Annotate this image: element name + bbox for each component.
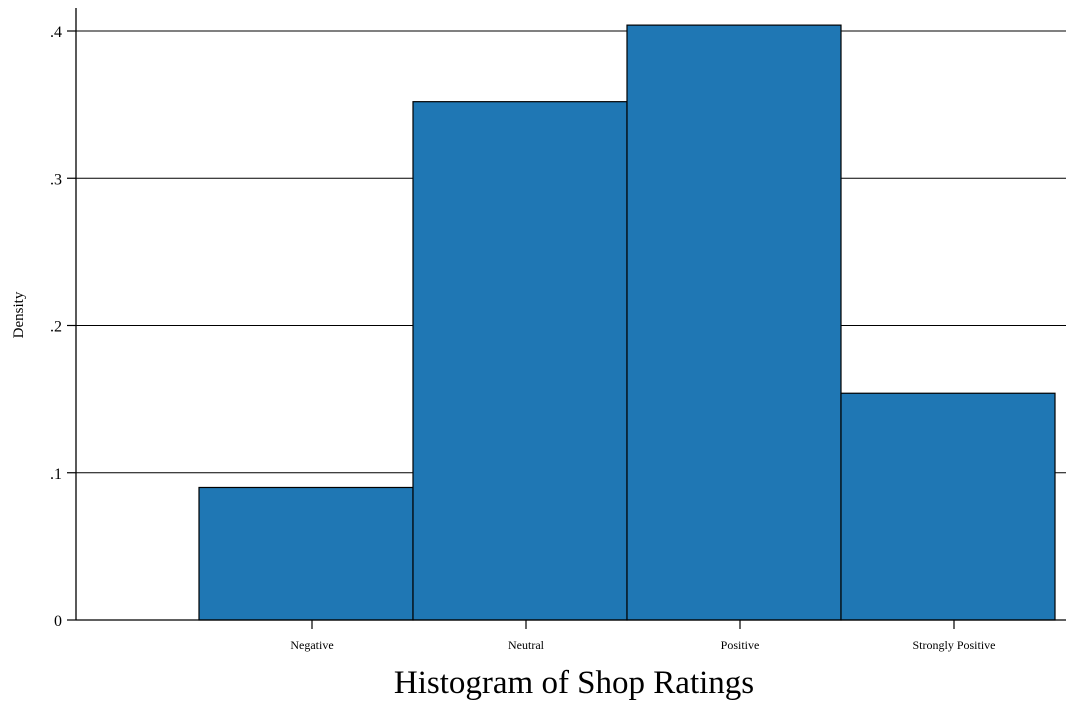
y-tick-label: .1 — [50, 466, 62, 483]
bar-positive — [626, 24, 842, 621]
bars — [198, 24, 1056, 621]
x-tick-label: Neutral — [508, 638, 545, 652]
x-axis-label: Histogram of Shop Ratings — [394, 665, 754, 701]
y-axis-ticks: 0 .1 .2 .3 .4 — [50, 24, 76, 630]
y-tick-label: .4 — [50, 24, 62, 41]
y-tick-label: .2 — [50, 319, 62, 336]
bar-strongly-positive — [840, 392, 1056, 621]
x-tick-label: Positive — [721, 638, 760, 652]
x-axis-ticks: Negative Neutral Positive Strongly Positive — [290, 620, 996, 652]
y-tick-label: .3 — [50, 171, 62, 188]
bar-neutral — [412, 101, 628, 621]
y-axis-label: Density — [11, 291, 27, 338]
y-tick-label: 0 — [54, 613, 62, 630]
bar-negative — [198, 486, 414, 621]
x-tick-label: Negative — [290, 638, 333, 652]
x-tick-label: Strongly Positive — [912, 638, 995, 652]
